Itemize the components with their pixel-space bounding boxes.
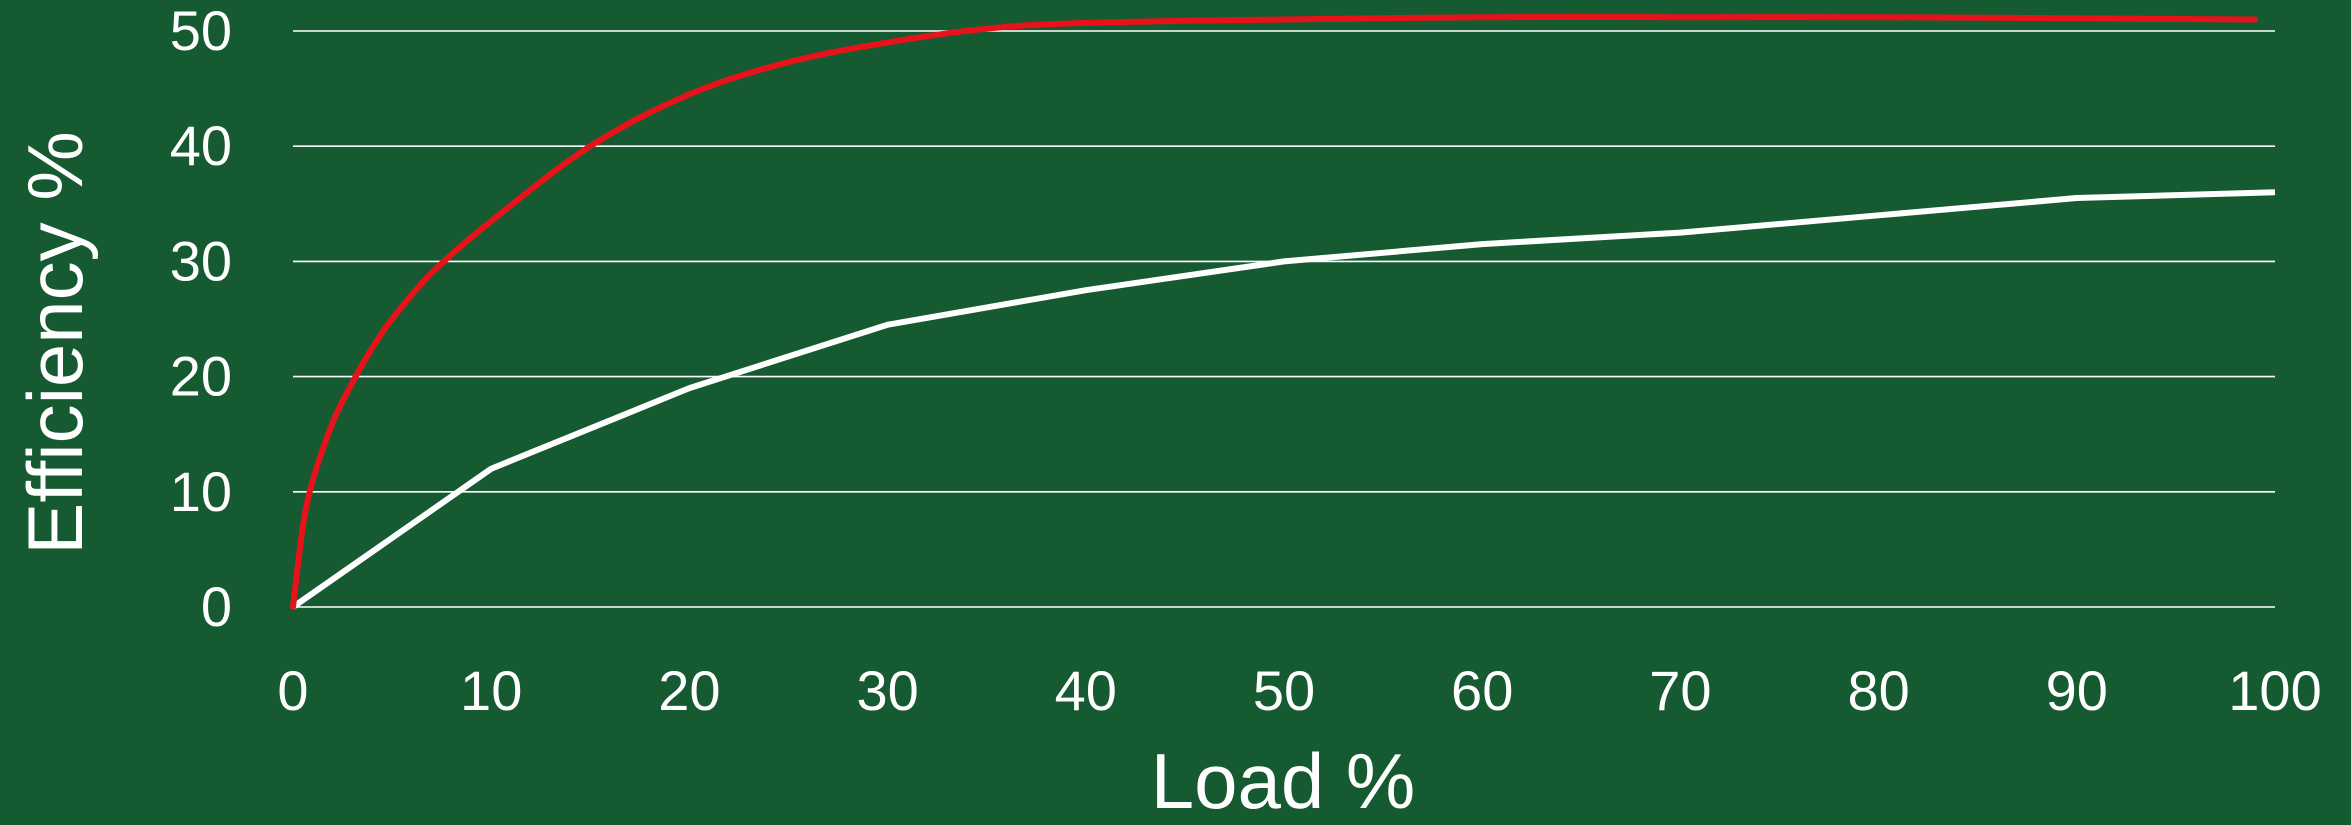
y-axis-title: Efficiency % (11, 131, 99, 554)
y-tick-label: 0 (201, 575, 232, 638)
grid-lines (293, 30, 2275, 608)
x-tick-labels: 0 10 20 30 40 50 60 70 80 90 100 (277, 659, 2321, 722)
x-tick-label: 10 (460, 659, 522, 722)
y-tick-label: 30 (170, 229, 232, 292)
x-tick-label: 60 (1451, 659, 1513, 722)
series-line-red (290, 14, 2259, 610)
x-tick-label: 30 (856, 659, 918, 722)
x-tick-label: 20 (658, 659, 720, 722)
series-lines (290, 14, 2276, 610)
x-tick-label: 90 (2046, 659, 2108, 722)
x-tick-label: 100 (2228, 659, 2321, 722)
y-tick-label: 10 (170, 460, 232, 523)
series-line-white (291, 189, 2276, 610)
x-tick-label: 40 (1055, 659, 1117, 722)
y-tick-labels: 0 10 20 30 40 50 (170, 0, 232, 638)
x-tick-label: 50 (1253, 659, 1315, 722)
x-axis-title: Load % (1151, 737, 1416, 820)
x-tick-label: 0 (277, 659, 308, 722)
x-tick-label: 70 (1649, 659, 1711, 722)
y-tick-label: 40 (170, 114, 232, 177)
x-tick-label: 80 (1847, 659, 1909, 722)
y-tick-label: 50 (170, 0, 232, 62)
y-tick-label: 20 (170, 345, 232, 408)
